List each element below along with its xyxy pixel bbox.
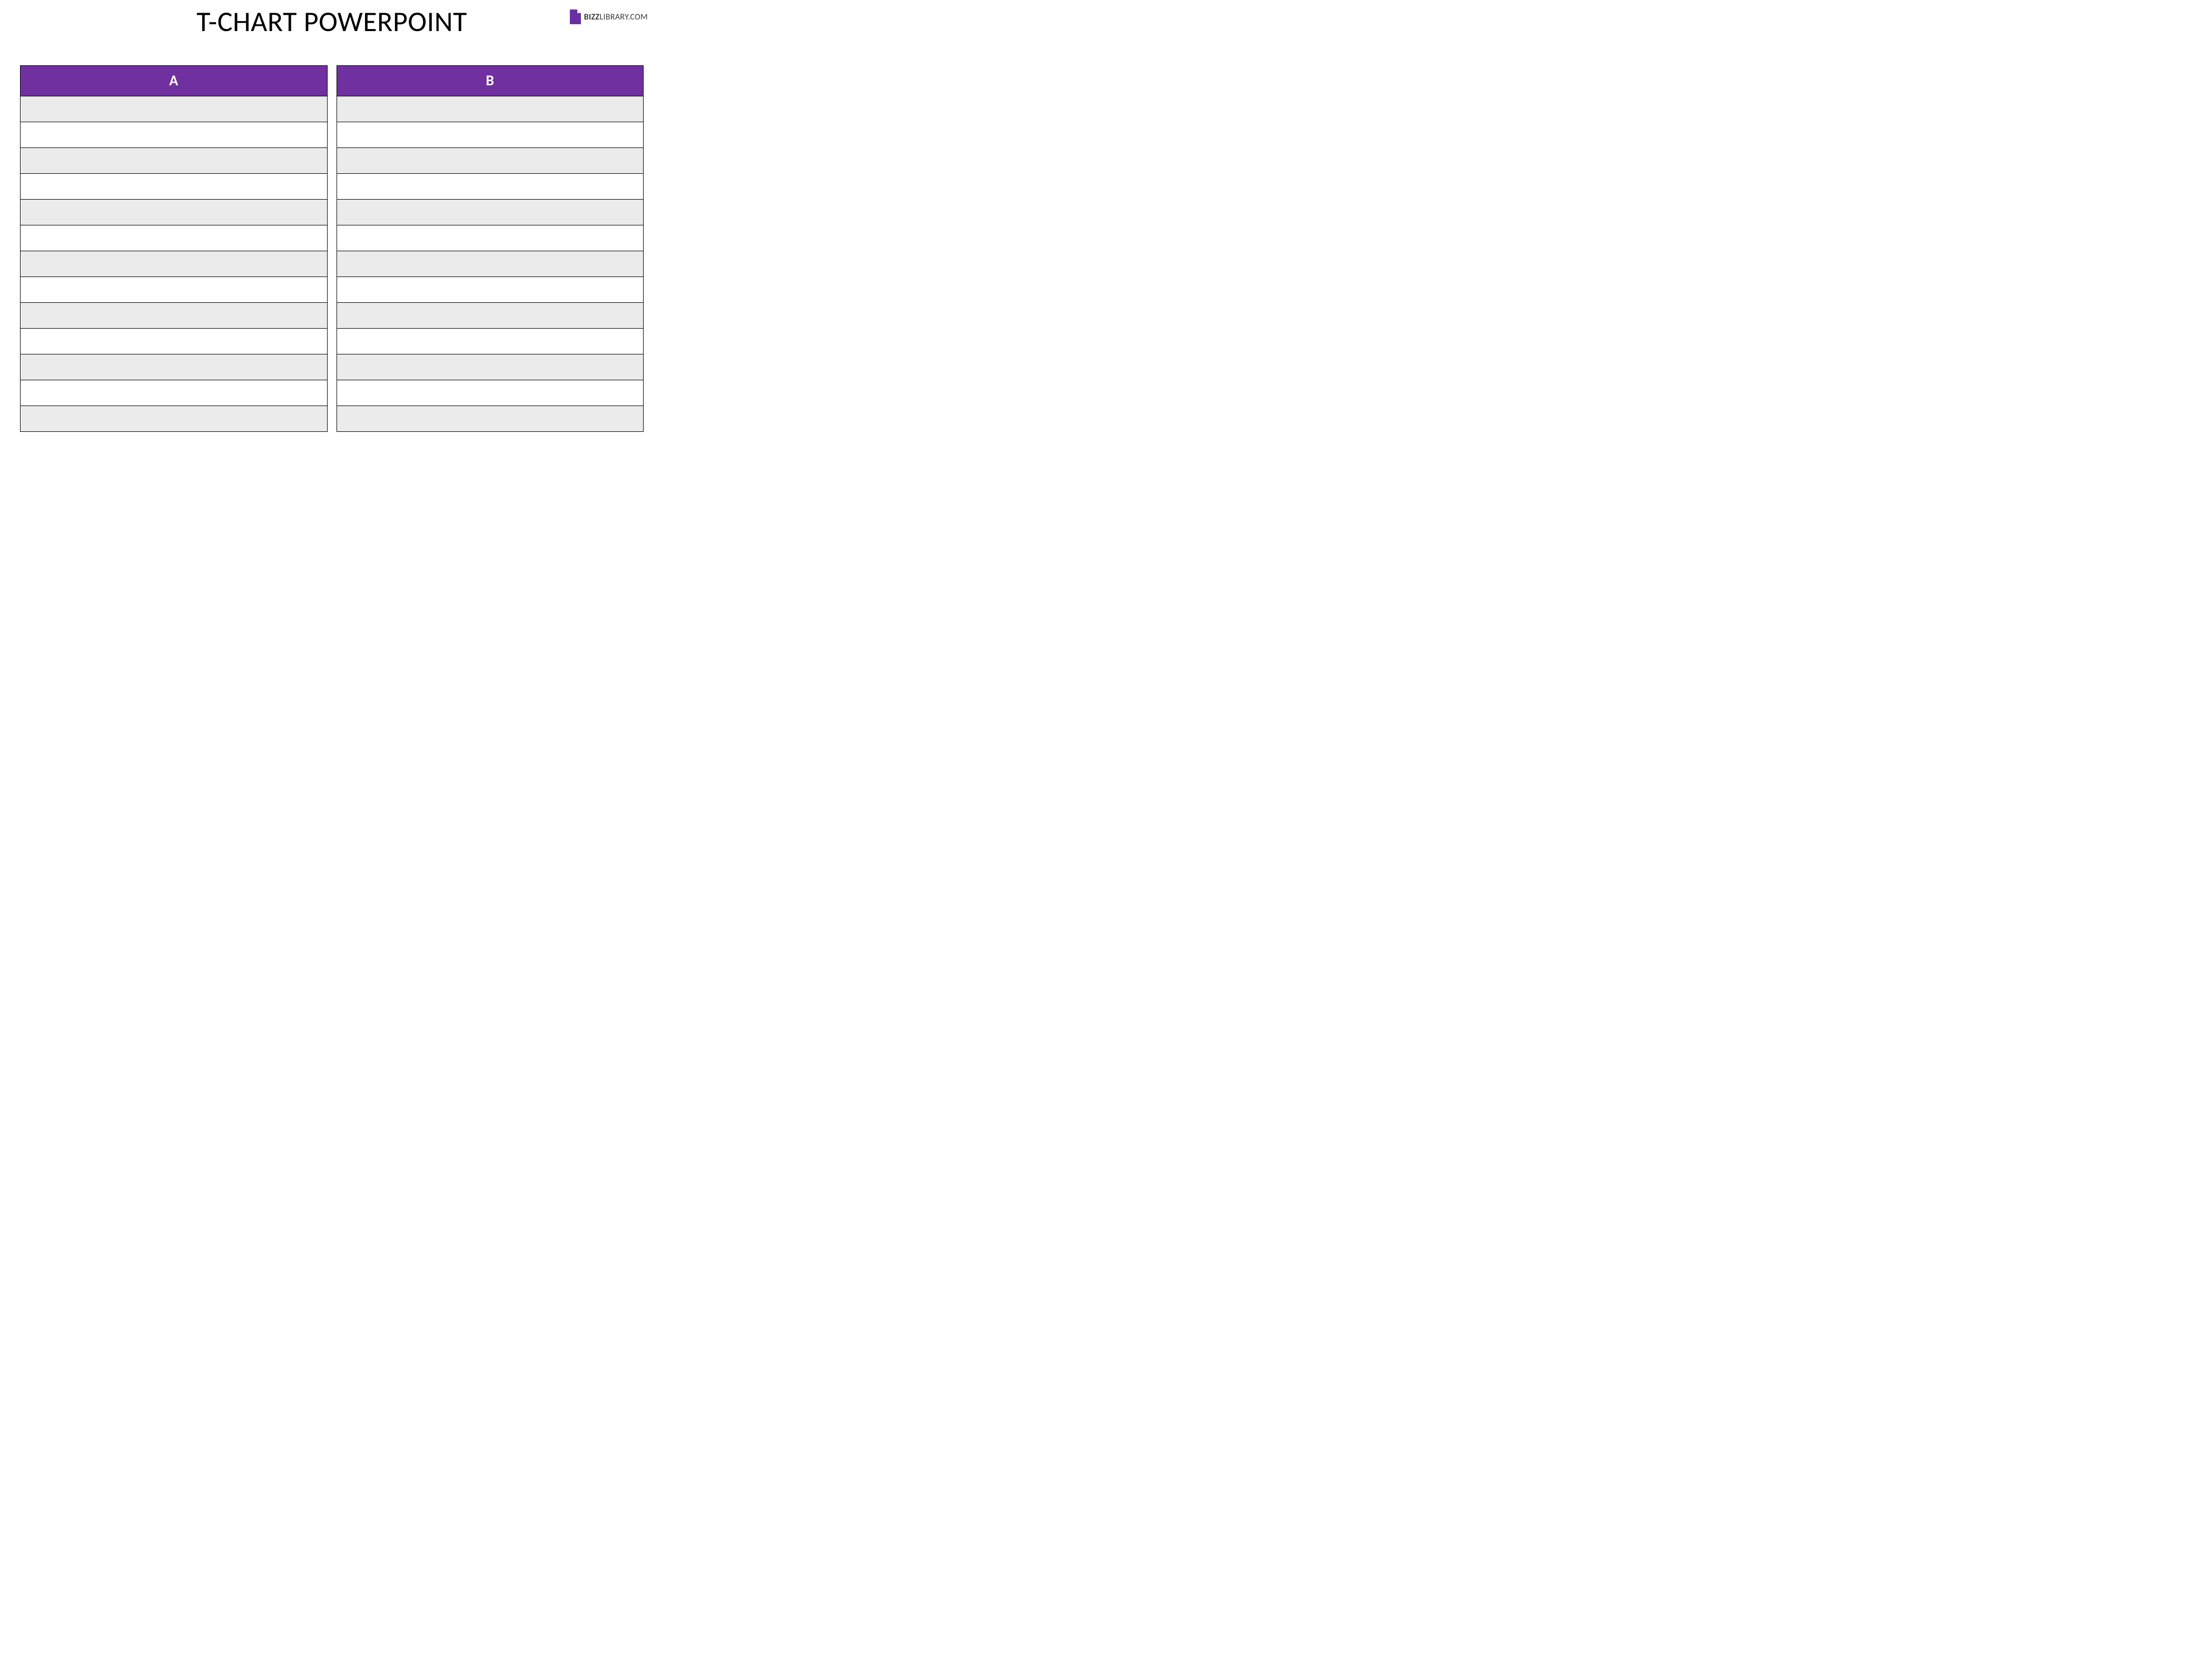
table-row	[21, 122, 644, 148]
table-row	[21, 277, 644, 303]
table-row	[21, 406, 644, 432]
cell-a	[21, 148, 328, 174]
column-gap	[327, 251, 337, 277]
cell-a	[21, 380, 328, 406]
brand-text-light: LIBRARY.COM	[599, 12, 648, 22]
column-gap	[327, 329, 337, 354]
table-row	[21, 329, 644, 354]
header: T-CHART POWERPOINT BIZZLIBRARY.COM	[0, 0, 664, 39]
cell-a	[21, 277, 328, 303]
document-icon	[568, 9, 581, 24]
cell-a	[21, 406, 328, 432]
cell-b	[337, 122, 644, 148]
table-row	[21, 200, 644, 225]
column-gap	[327, 354, 337, 380]
cell-a	[21, 329, 328, 354]
cell-a	[21, 200, 328, 225]
column-gap	[327, 380, 337, 406]
cell-a	[21, 225, 328, 251]
cell-b	[337, 277, 644, 303]
cell-b	[337, 251, 644, 277]
column-header-a: A	[21, 66, 328, 96]
brand-logo: BIZZLIBRARY.COM	[568, 9, 648, 24]
column-gap	[327, 200, 337, 225]
column-gap	[327, 122, 337, 148]
table-row	[21, 148, 644, 174]
column-gap	[327, 406, 337, 432]
cell-a	[21, 96, 328, 122]
column-gap	[327, 225, 337, 251]
table-row	[21, 96, 644, 122]
column-gap	[327, 277, 337, 303]
table-row	[21, 174, 644, 200]
cell-a	[21, 303, 328, 329]
cell-b	[337, 225, 644, 251]
column-gap	[327, 148, 337, 174]
column-header-b: B	[337, 66, 644, 96]
cell-b	[337, 174, 644, 200]
t-chart-table: A B	[20, 65, 644, 432]
table-row	[21, 251, 644, 277]
brand-text-bold: BIZZ	[584, 12, 600, 22]
cell-a	[21, 354, 328, 380]
table-row	[21, 354, 644, 380]
table-row	[21, 225, 644, 251]
cell-b	[337, 380, 644, 406]
cell-b	[337, 406, 644, 432]
brand-text: BIZZLIBRARY.COM	[584, 12, 648, 22]
page-title: T-CHART POWERPOINT	[196, 4, 467, 39]
table-row	[21, 303, 644, 329]
column-gap	[327, 96, 337, 122]
cell-b	[337, 148, 644, 174]
column-gap	[327, 303, 337, 329]
cell-b	[337, 303, 644, 329]
cell-a	[21, 122, 328, 148]
column-gap	[327, 174, 337, 200]
cell-b	[337, 96, 644, 122]
cell-b	[337, 200, 644, 225]
cell-b	[337, 329, 644, 354]
cell-b	[337, 354, 644, 380]
column-gap	[327, 66, 337, 96]
cell-a	[21, 174, 328, 200]
table-row	[21, 380, 644, 406]
cell-a	[21, 251, 328, 277]
table-header-row: A B	[21, 66, 644, 96]
